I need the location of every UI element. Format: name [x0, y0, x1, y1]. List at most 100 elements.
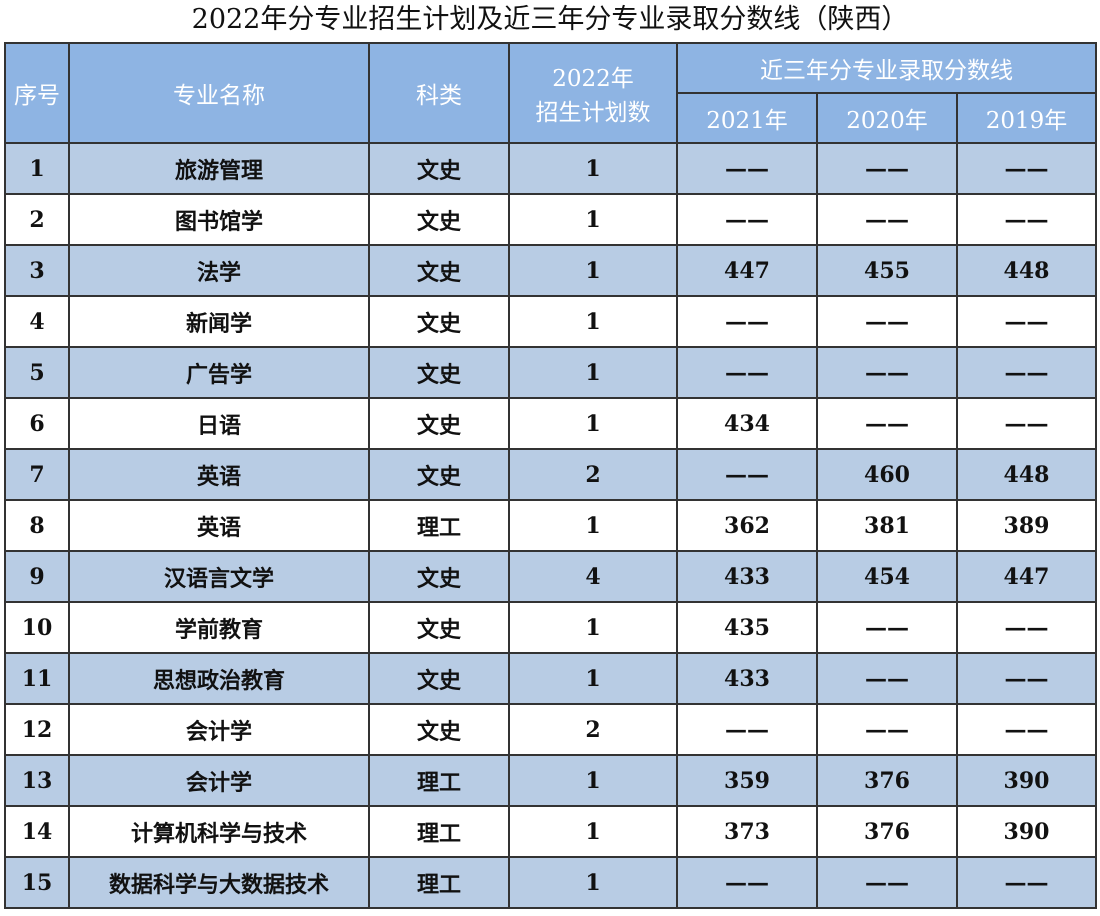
cell-score-2020: 381	[816, 499, 958, 552]
cell-category: 文史	[368, 448, 510, 501]
table-row: 11 思想政治教育 文史 1 433 —— ——	[4, 652, 1097, 705]
cell-category: 理工	[368, 805, 510, 858]
header-plan: 2022年 招生计划数	[508, 42, 678, 144]
table-row: 14 计算机科学与技术 理工 1 373 376 390	[4, 805, 1097, 858]
cell-score-2021: ——	[676, 295, 818, 348]
table-row: 4 新闻学 文史 1 —— —— ——	[4, 295, 1097, 348]
header-2020: 2020年	[816, 92, 958, 144]
cell-score-2019: 389	[956, 499, 1097, 552]
cell-score-2021: 362	[676, 499, 818, 552]
header-plan-line2: 招生计划数	[535, 100, 651, 126]
cell-major: 会计学	[68, 703, 370, 756]
cell-index: 8	[4, 499, 70, 552]
cell-score-2020: ——	[816, 856, 958, 909]
cell-category: 文史	[368, 295, 510, 348]
table-row: 12 会计学 文史 2 —— —— ——	[4, 703, 1097, 756]
table-row: 7 英语 文史 2 —— 460 448	[4, 448, 1097, 501]
header-major: 专业名称	[68, 42, 370, 144]
cell-index: 6	[4, 397, 70, 450]
table-row: 2 图书馆学 文史 1 —— —— ——	[4, 193, 1097, 246]
cell-index: 7	[4, 448, 70, 501]
cell-score-2019: ——	[956, 703, 1097, 756]
cell-score-2021: ——	[676, 703, 818, 756]
cell-plan: 2	[508, 448, 678, 501]
cell-category: 文史	[368, 703, 510, 756]
cell-index: 4	[4, 295, 70, 348]
cell-category: 理工	[368, 856, 510, 909]
cell-score-2020: 454	[816, 550, 958, 603]
cell-major: 英语	[68, 499, 370, 552]
cell-major: 会计学	[68, 754, 370, 807]
cell-score-2019: ——	[956, 856, 1097, 909]
cell-major: 新闻学	[68, 295, 370, 348]
cell-major: 思想政治教育	[68, 652, 370, 705]
cell-category: 文史	[368, 346, 510, 399]
cell-major: 广告学	[68, 346, 370, 399]
table-row: 1 旅游管理 文史 1 —— —— ——	[4, 142, 1097, 195]
cell-score-2020: ——	[816, 601, 958, 654]
cell-plan: 1	[508, 856, 678, 909]
table-row: 6 日语 文史 1 434 —— ——	[4, 397, 1097, 450]
cell-category: 文史	[368, 550, 510, 603]
cell-index: 11	[4, 652, 70, 705]
table-row: 9 汉语言文学 文史 4 433 454 447	[4, 550, 1097, 603]
cell-index: 13	[4, 754, 70, 807]
cell-score-2019: 390	[956, 805, 1097, 858]
cell-score-2021: ——	[676, 856, 818, 909]
cell-score-2021: ——	[676, 142, 818, 195]
cell-category: 文史	[368, 652, 510, 705]
cell-score-2019: 390	[956, 754, 1097, 807]
header-2021: 2021年	[676, 92, 818, 144]
cell-plan: 1	[508, 295, 678, 348]
cell-score-2019: ——	[956, 142, 1097, 195]
cell-plan: 1	[508, 193, 678, 246]
cell-category: 理工	[368, 499, 510, 552]
cell-index: 15	[4, 856, 70, 909]
cell-score-2021: 447	[676, 244, 818, 297]
cell-score-2021: 373	[676, 805, 818, 858]
header-category: 科类	[368, 42, 510, 144]
cell-score-2019: 447	[956, 550, 1097, 603]
cell-score-2019: ——	[956, 295, 1097, 348]
cell-plan: 4	[508, 550, 678, 603]
cell-index: 3	[4, 244, 70, 297]
header-scores-group: 近三年分专业录取分数线	[676, 42, 1097, 94]
cell-index: 9	[4, 550, 70, 603]
cell-index: 1	[4, 142, 70, 195]
cell-score-2019: ——	[956, 652, 1097, 705]
cell-score-2020: ——	[816, 652, 958, 705]
cell-plan: 1	[508, 244, 678, 297]
cell-score-2020: 460	[816, 448, 958, 501]
cell-score-2019: 448	[956, 448, 1097, 501]
cell-score-2021: 435	[676, 601, 818, 654]
cell-index: 14	[4, 805, 70, 858]
cell-score-2019: ——	[956, 193, 1097, 246]
cell-major: 英语	[68, 448, 370, 501]
cell-score-2020: ——	[816, 193, 958, 246]
table-row: 5 广告学 文史 1 —— —— ——	[4, 346, 1097, 399]
cell-score-2021: ——	[676, 193, 818, 246]
cell-index: 2	[4, 193, 70, 246]
cell-plan: 1	[508, 397, 678, 450]
cell-major: 数据科学与大数据技术	[68, 856, 370, 909]
cell-score-2019: ——	[956, 346, 1097, 399]
table-row: 15 数据科学与大数据技术 理工 1 —— —— ——	[4, 856, 1097, 909]
table-title: 2022年分专业招生计划及近三年分专业录取分数线（陕西）	[191, 4, 909, 35]
cell-plan: 1	[508, 601, 678, 654]
cell-score-2020: ——	[816, 703, 958, 756]
cell-major: 旅游管理	[68, 142, 370, 195]
cell-major: 图书馆学	[68, 193, 370, 246]
header-2019: 2019年	[956, 92, 1097, 144]
cell-major: 计算机科学与技术	[68, 805, 370, 858]
table-row: 10 学前教育 文史 1 435 —— ——	[4, 601, 1097, 654]
table-row: 3 法学 文史 1 447 455 448	[4, 244, 1097, 297]
cell-index: 10	[4, 601, 70, 654]
cell-score-2019: 448	[956, 244, 1097, 297]
cell-score-2020: ——	[816, 142, 958, 195]
cell-score-2021: 433	[676, 652, 818, 705]
cell-score-2021: 359	[676, 754, 818, 807]
cell-score-2019: ——	[956, 397, 1097, 450]
cell-plan: 1	[508, 754, 678, 807]
cell-plan: 1	[508, 805, 678, 858]
cell-score-2019: ——	[956, 601, 1097, 654]
